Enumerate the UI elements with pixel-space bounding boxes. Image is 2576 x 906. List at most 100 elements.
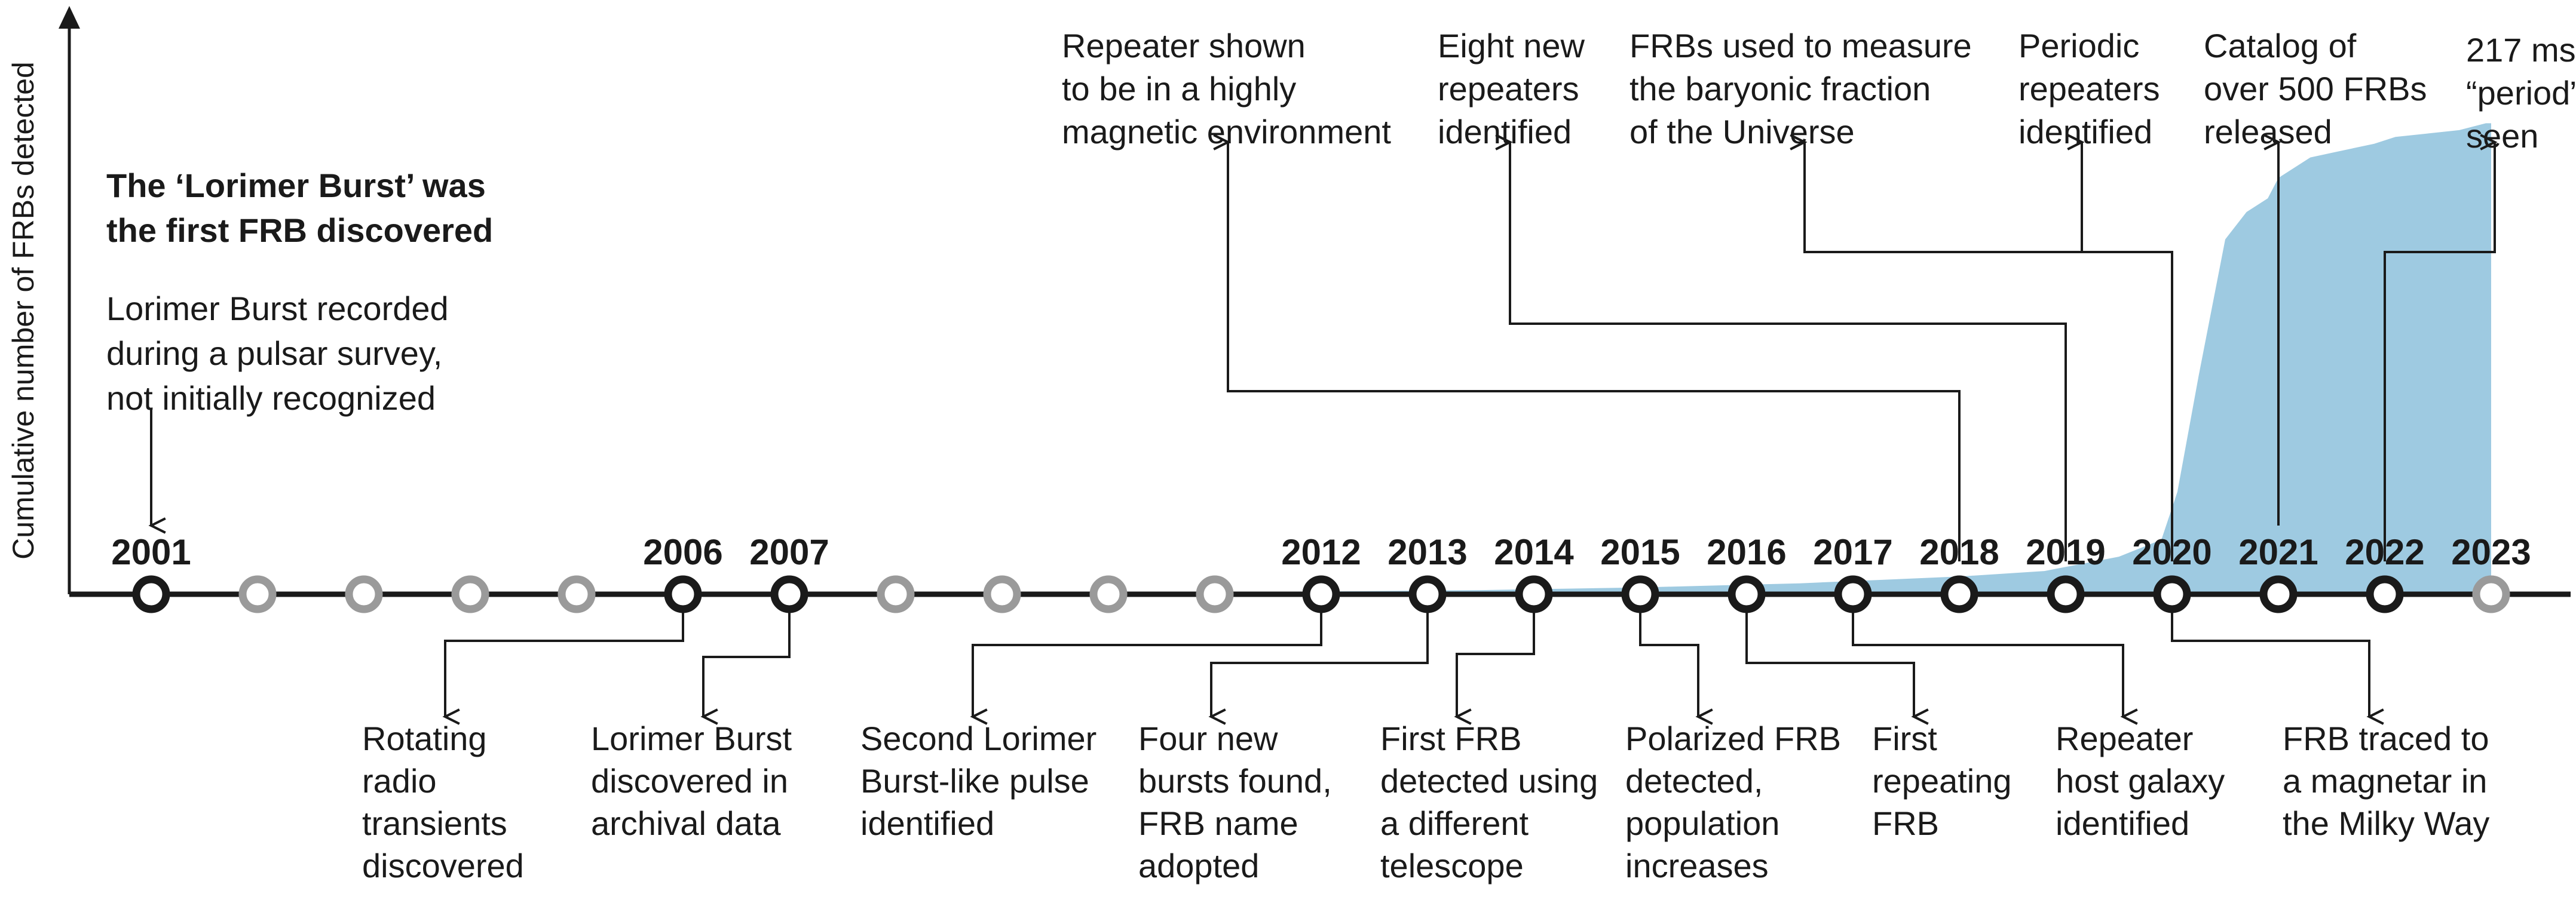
connector-2016 — [1745, 609, 1929, 725]
event-text-line: Eight new — [1438, 27, 1585, 65]
year-marker-2006 — [664, 575, 702, 613]
event-below-2020-8: FRB traced to a magnetar in the Milky Way — [2283, 720, 2489, 842]
year-label-2012: 2012 — [1281, 532, 1361, 572]
connector-2020-baryons — [1790, 134, 2173, 561]
event-text-line: the baryonic fraction — [1629, 70, 1931, 108]
event-title-line: the first FRB discovered — [106, 211, 493, 249]
event-text-line: radio — [362, 762, 437, 800]
year-marker-2022 — [2366, 575, 2404, 613]
event-above-2020-4: Periodic repeaters identified — [2018, 27, 2160, 151]
year-marker-2023 — [2472, 575, 2510, 613]
connector-2012 — [970, 609, 1322, 725]
year-marker-2002 — [238, 575, 277, 613]
annotation-connectors — [148, 134, 2498, 725]
event-text-line: a magnetar in — [2283, 762, 2487, 800]
event-below-2007-1: Lorimer Burst discovered in archival data — [591, 720, 792, 842]
event-below-2014-4: First FRB detected using a different telesc… — [1380, 720, 1598, 884]
event-text-line: detected using — [1380, 762, 1598, 800]
event-text-line: FRBs used to measure — [1629, 27, 1972, 65]
event-text-line: First — [1872, 720, 1937, 757]
event-below-2006-0: Rotating radio transients discovered — [362, 720, 524, 884]
year-label-2023: 2023 — [2451, 532, 2531, 572]
year-label-2020: 2020 — [2132, 532, 2211, 572]
event-above-2021-5: Catalog of over 500 FRBs released — [2204, 27, 2427, 151]
event-text-line: FRB traced to — [2283, 720, 2489, 757]
event-below-2012-2: Second Lorimer Burst-like pulse identified — [860, 720, 1096, 842]
year-marker-2014 — [1515, 575, 1553, 613]
event-text-line: to be in a highly — [1062, 70, 1296, 108]
event-text-line: discovered — [362, 847, 524, 884]
event-text-line: increases — [1625, 847, 1769, 884]
year-label-2013: 2013 — [1387, 532, 1467, 572]
year-marker-2004 — [451, 575, 489, 613]
event-below-2016-6: First repeating FRB — [1872, 720, 2012, 842]
year-marker-2018 — [1940, 575, 1978, 613]
year-label-2022: 2022 — [2345, 532, 2424, 572]
connector-2020-magnetar — [2171, 609, 2384, 725]
event-text-line: Repeater — [2056, 720, 2193, 757]
year-marker-2020 — [2153, 575, 2191, 613]
event-text-line: Periodic — [2018, 27, 2139, 65]
event-text-line: Repeater shown — [1062, 27, 1306, 65]
event-text-line: Lorimer Burst — [591, 720, 792, 757]
year-label-2019: 2019 — [2026, 532, 2105, 572]
year-label-2001: 2001 — [111, 532, 191, 572]
year-marker-2021 — [2259, 575, 2298, 613]
event-text-line: transients — [362, 804, 507, 842]
year-label-2006: 2006 — [643, 532, 722, 572]
year-marker-2005 — [558, 575, 596, 613]
year-markers: 2001 2006 2007 2012 2013 2014 2015 2016 2017 2018… — [111, 532, 2531, 613]
year-marker-2019 — [2047, 575, 2085, 613]
event-text-line: identified — [860, 804, 994, 842]
event-text-line: not initially recognized — [106, 379, 436, 417]
year-marker-2009 — [983, 575, 1021, 613]
event-text-line: discovered in — [591, 762, 788, 800]
event-below-2015-5: Polarized FRB detected, population increase… — [1625, 720, 1841, 884]
event-above-2019-2: Eight new repeaters identified — [1438, 27, 1585, 151]
event-above-2020-3: FRBs used to measure the baryonic fractio… — [1629, 27, 1972, 151]
year-marker-2017 — [1834, 575, 1872, 613]
event-text-line: identified — [1438, 113, 1572, 151]
year-label-2014: 2014 — [1494, 532, 1574, 572]
event-text-line: repeaters — [2018, 70, 2160, 108]
event-text-line: Burst-like pulse — [860, 762, 1089, 800]
year-label-2017: 2017 — [1813, 532, 1892, 572]
connector-2013 — [1208, 609, 1429, 725]
event-below-2017-7: Repeater host galaxy identified — [2056, 720, 2225, 842]
event-text-line: repeating — [1872, 762, 2012, 800]
y-axis-arrowhead — [59, 6, 80, 29]
event-above-2001-0: The ‘Lorimer Burst’ was the first FRB dis… — [106, 167, 493, 417]
event-text-line: Second Lorimer — [860, 720, 1096, 757]
y-axis-label: Cumulative number of FRBs detected — [7, 62, 40, 560]
event-text-line: FRB — [1872, 804, 1939, 842]
connector-2018 — [1213, 134, 1961, 561]
event-text-line: the Milky Way — [2283, 804, 2489, 842]
event-text-line: repeaters — [1438, 70, 1579, 108]
cumulative-frb-area — [225, 123, 2491, 594]
year-marker-2001 — [132, 575, 170, 613]
event-text-line: FRB name — [1138, 804, 1298, 842]
event-text-line: detected, — [1625, 762, 1763, 800]
annotation-labels: The ‘Lorimer Burst’ was the first FRB dis… — [106, 27, 2576, 884]
year-marker-2003 — [345, 575, 383, 613]
event-text-line: during a pulsar survey, — [106, 334, 442, 372]
event-above-2018-1: Repeater shown to be in a highly magnetic … — [1062, 27, 1391, 151]
event-text-line: bursts found, — [1138, 762, 1332, 800]
event-text-line: Rotating — [362, 720, 487, 757]
event-title-line: The ‘Lorimer Burst’ was — [106, 167, 486, 204]
year-label-2007: 2007 — [749, 532, 829, 572]
event-text-line: host galaxy — [2056, 762, 2225, 800]
year-marker-2011 — [1196, 575, 1234, 613]
year-marker-2015 — [1621, 575, 1659, 613]
connector-2015 — [1639, 609, 1713, 725]
event-text-line: archival data — [591, 804, 781, 842]
event-text-line: population — [1625, 804, 1779, 842]
year-label-2021: 2021 — [2238, 532, 2318, 572]
event-text-line: adopted — [1138, 847, 1259, 884]
event-text-line: Polarized FRB — [1625, 720, 1841, 757]
connector-2022 — [2384, 134, 2498, 561]
event-text-line: magnetic environment — [1062, 113, 1391, 151]
event-text-line: identified — [2056, 804, 2189, 842]
year-marker-2010 — [1089, 575, 1128, 613]
